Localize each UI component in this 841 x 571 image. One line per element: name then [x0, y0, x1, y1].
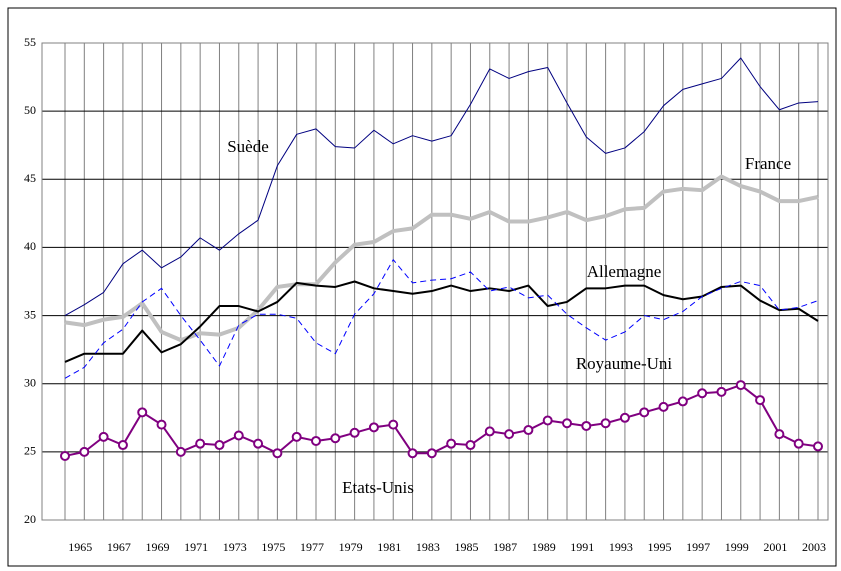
marker	[98, 431, 109, 442]
plot-area	[41, 42, 829, 521]
marker	[484, 426, 495, 437]
marker	[813, 441, 823, 452]
series-label: Allemagne	[587, 262, 662, 281]
x-tick-label: 1967	[107, 540, 131, 554]
x-tick-label: 1981	[377, 540, 401, 554]
marker	[233, 430, 244, 441]
series-line	[64, 57, 819, 317]
x-tick-label: 1991	[570, 540, 594, 554]
marker	[156, 419, 167, 430]
series-line	[64, 259, 819, 379]
x-tick-label: 1965	[68, 540, 92, 554]
series-line	[64, 384, 819, 457]
marker	[60, 450, 70, 461]
marker	[368, 422, 379, 433]
marker	[735, 380, 746, 391]
marker	[504, 429, 515, 440]
x-tick-label: 1973	[223, 540, 247, 554]
marker	[349, 427, 360, 438]
marker	[253, 438, 264, 449]
marker	[755, 395, 766, 406]
series-line	[64, 280, 819, 363]
x-tick-label: 1979	[339, 540, 363, 554]
marker	[291, 431, 302, 442]
marker	[658, 401, 669, 412]
x-tick-label: 1969	[146, 540, 170, 554]
marker	[272, 448, 283, 459]
marker	[793, 438, 804, 449]
marker	[600, 418, 611, 429]
marker	[677, 396, 688, 407]
marker	[79, 446, 90, 457]
y-tick-label: 40	[24, 239, 36, 253]
x-tick-label: 1975	[261, 540, 285, 554]
marker	[774, 429, 785, 440]
marker	[407, 448, 418, 459]
marker	[195, 438, 206, 449]
x-tick-label: 1983	[416, 540, 440, 554]
x-tick-label: 1997	[686, 540, 710, 554]
marker	[137, 407, 148, 418]
marker	[330, 433, 341, 444]
y-tick-label: 55	[24, 35, 36, 49]
marker	[581, 420, 592, 431]
x-tick-label: 1995	[648, 540, 672, 554]
series-label: Suède	[227, 137, 269, 156]
x-tick-label: 1971	[184, 540, 208, 554]
marker	[388, 419, 399, 430]
chart-border	[7, 7, 837, 567]
x-tick-label: 1989	[532, 540, 556, 554]
marker	[639, 407, 650, 418]
y-tick-label: 20	[24, 512, 36, 526]
x-tick-label: 1993	[609, 540, 633, 554]
marker	[446, 438, 457, 449]
y-tick-label: 45	[24, 171, 36, 185]
x-tick-label: 2001	[763, 540, 787, 554]
marker	[523, 425, 534, 436]
series-label: Royaume-Uni	[576, 354, 673, 373]
marker	[465, 440, 476, 451]
y-tick-label: 35	[24, 307, 36, 321]
marker	[175, 446, 186, 457]
marker	[697, 388, 708, 399]
y-tick-label: 50	[24, 103, 36, 117]
y-tick-label: 25	[24, 444, 36, 458]
series-label: France	[745, 154, 791, 173]
marker	[562, 418, 572, 429]
marker	[619, 412, 630, 423]
series-label: Etats-Unis	[342, 478, 414, 497]
marker	[117, 440, 128, 451]
marker	[214, 440, 225, 451]
marker	[311, 435, 321, 446]
marker	[716, 386, 727, 397]
y-tick-label: 30	[24, 375, 36, 389]
series-line	[64, 174, 819, 343]
x-tick-label: 1987	[493, 540, 517, 554]
x-tick-label: 1985	[454, 540, 478, 554]
marker	[542, 415, 553, 426]
x-tick-label: 2003	[802, 540, 826, 554]
marker	[426, 448, 437, 459]
x-tick-label: 1977	[300, 540, 324, 554]
x-tick-label: 1999	[725, 540, 749, 554]
